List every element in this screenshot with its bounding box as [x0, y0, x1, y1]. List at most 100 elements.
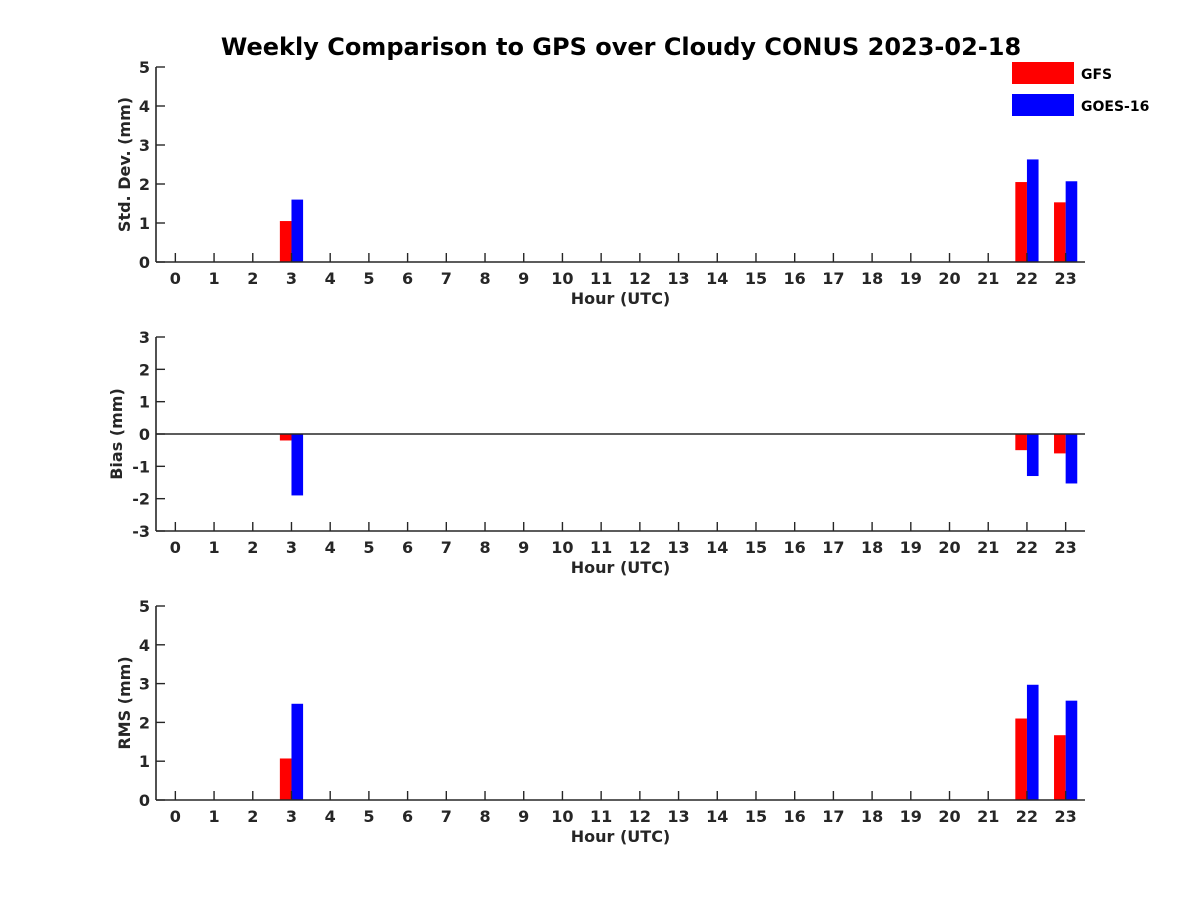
x-tick-label-bias-12: 12 [629, 538, 651, 557]
y-axis-label-stddev: Std. Dev. (mm) [115, 97, 134, 232]
y-tick-label-rms-5: 5 [139, 597, 150, 616]
x-tick-label-stddev-19: 19 [900, 269, 922, 288]
bar-rms-goes16-22 [1026, 684, 1039, 800]
x-tick-label-stddev-0: 0 [170, 269, 181, 288]
x-tick-label-stddev-22: 22 [1016, 269, 1038, 288]
y-axis-label-bias: Bias (mm) [107, 388, 126, 480]
legend-label-goes16: GOES-16 [1081, 99, 1149, 115]
x-tick-label-rms-10: 10 [551, 807, 573, 826]
x-tick-label-rms-12: 12 [629, 807, 651, 826]
panel-stddev: 0 1 2 3 4 5 6 7 8 9 10 11 12 13 14 15 16 17 18 19 20 21 22 2301… [115, 58, 1085, 308]
y-tick-label-stddev-0: 0 [139, 253, 150, 272]
y-axis-label-rms: RMS (mm) [115, 656, 134, 749]
x-tick-label-rms-9: 9 [518, 807, 529, 826]
x-tick-label-rms-16: 16 [784, 807, 806, 826]
x-tick-label-rms-14: 14 [706, 807, 728, 826]
x-tick-label-rms-8: 8 [479, 807, 490, 826]
figure-title: Weekly Comparison to GPS over Cloudy CON… [221, 33, 1021, 61]
x-tick-label-bias-15: 15 [745, 538, 767, 557]
y-tick-label-stddev-1: 1 [139, 214, 150, 233]
y-tick-label-stddev-5: 5 [139, 58, 150, 77]
bar-bias-goes16-23 [1065, 434, 1078, 484]
y-tick-label-bias-3: 3 [139, 328, 150, 347]
x-tick-label-bias-16: 16 [784, 538, 806, 557]
x-tick-label-rms-7: 7 [441, 807, 452, 826]
y-tick-label-rms-0: 0 [139, 791, 150, 810]
x-tick-label-bias-2: 2 [247, 538, 258, 557]
y-tick-label-bias--1: -1 [132, 457, 150, 476]
x-tick-label-bias-9: 9 [518, 538, 529, 557]
x-tick-label-stddev-1: 1 [208, 269, 219, 288]
x-axis-label-bias: Hour (UTC) [571, 558, 671, 577]
x-tick-label-rms-3: 3 [286, 807, 297, 826]
bar-stddev-gfs-3 [279, 221, 292, 262]
x-tick-label-bias-14: 14 [706, 538, 728, 557]
bar-bias-goes16-22 [1026, 434, 1039, 477]
x-tick-label-stddev-5: 5 [363, 269, 374, 288]
bar-stddev-goes16-22 [1026, 159, 1039, 262]
x-tick-label-rms-19: 19 [900, 807, 922, 826]
x-tick-label-stddev-11: 11 [590, 269, 612, 288]
x-tick-label-bias-1: 1 [208, 538, 219, 557]
x-tick-label-rms-17: 17 [822, 807, 844, 826]
x-tick-label-bias-19: 19 [900, 538, 922, 557]
bar-stddev-gfs-23 [1054, 202, 1066, 262]
x-tick-label-bias-23: 23 [1055, 538, 1077, 557]
bar-bias-gfs-3 [279, 434, 292, 441]
x-tick-label-bias-17: 17 [822, 538, 844, 557]
x-tick-label-rms-21: 21 [977, 807, 999, 826]
panels: 0 1 2 3 4 5 6 7 8 9 10 11 12 13 14 15 16 17 18 19 20 21 22 2301… [107, 58, 1085, 846]
x-tick-label-rms-20: 20 [938, 807, 960, 826]
x-tick-label-stddev-16: 16 [784, 269, 806, 288]
legend-label-gfs: GFS [1081, 67, 1112, 83]
x-tick-label-bias-5: 5 [363, 538, 374, 557]
x-tick-label-stddev-9: 9 [518, 269, 529, 288]
x-tick-label-stddev-20: 20 [938, 269, 960, 288]
x-tick-label-bias-0: 0 [170, 538, 181, 557]
bar-stddev-gfs-22 [1015, 182, 1027, 262]
x-tick-label-rms-11: 11 [590, 807, 612, 826]
legend-swatch-goes16 [1012, 94, 1074, 116]
x-tick-label-stddev-2: 2 [247, 269, 258, 288]
x-tick-label-stddev-18: 18 [861, 269, 883, 288]
x-tick-label-bias-4: 4 [325, 538, 336, 557]
x-tick-label-stddev-23: 23 [1055, 269, 1077, 288]
x-tick-label-bias-22: 22 [1016, 538, 1038, 557]
x-tick-label-rms-1: 1 [208, 807, 219, 826]
x-axis-label-rms: Hour (UTC) [571, 827, 671, 846]
x-tick-label-rms-13: 13 [667, 807, 689, 826]
x-tick-label-stddev-17: 17 [822, 269, 844, 288]
y-tick-label-stddev-4: 4 [139, 97, 150, 116]
bar-stddev-goes16-23 [1065, 181, 1078, 262]
bar-bias-gfs-23 [1054, 434, 1066, 454]
x-axis-label-stddev: Hour (UTC) [571, 289, 671, 308]
x-tick-label-stddev-13: 13 [667, 269, 689, 288]
x-tick-label-stddev-12: 12 [629, 269, 651, 288]
x-tick-label-rms-23: 23 [1055, 807, 1077, 826]
x-tick-label-stddev-4: 4 [325, 269, 336, 288]
x-tick-label-stddev-15: 15 [745, 269, 767, 288]
y-tick-label-rms-2: 2 [139, 713, 150, 732]
bar-rms-goes16-3 [291, 703, 304, 800]
x-tick-label-rms-5: 5 [363, 807, 374, 826]
x-tick-label-stddev-6: 6 [402, 269, 413, 288]
bar-stddev-goes16-3 [291, 199, 304, 262]
x-tick-label-stddev-10: 10 [551, 269, 573, 288]
x-tick-label-rms-2: 2 [247, 807, 258, 826]
legend: GFS GOES-16 [1012, 62, 1149, 116]
x-tick-label-bias-13: 13 [667, 538, 689, 557]
y-tick-label-bias--2: -2 [132, 490, 150, 509]
bar-rms-gfs-22 [1015, 718, 1027, 800]
bar-bias-gfs-22 [1015, 434, 1027, 451]
x-tick-label-rms-15: 15 [745, 807, 767, 826]
x-tick-label-bias-8: 8 [479, 538, 490, 557]
x-tick-label-bias-3: 3 [286, 538, 297, 557]
y-tick-label-rms-4: 4 [139, 636, 150, 655]
y-tick-label-stddev-2: 2 [139, 175, 150, 194]
x-tick-label-stddev-14: 14 [706, 269, 728, 288]
x-tick-label-stddev-21: 21 [977, 269, 999, 288]
y-tick-label-rms-3: 3 [139, 675, 150, 694]
bar-rms-gfs-23 [1054, 735, 1066, 800]
x-tick-label-bias-11: 11 [590, 538, 612, 557]
